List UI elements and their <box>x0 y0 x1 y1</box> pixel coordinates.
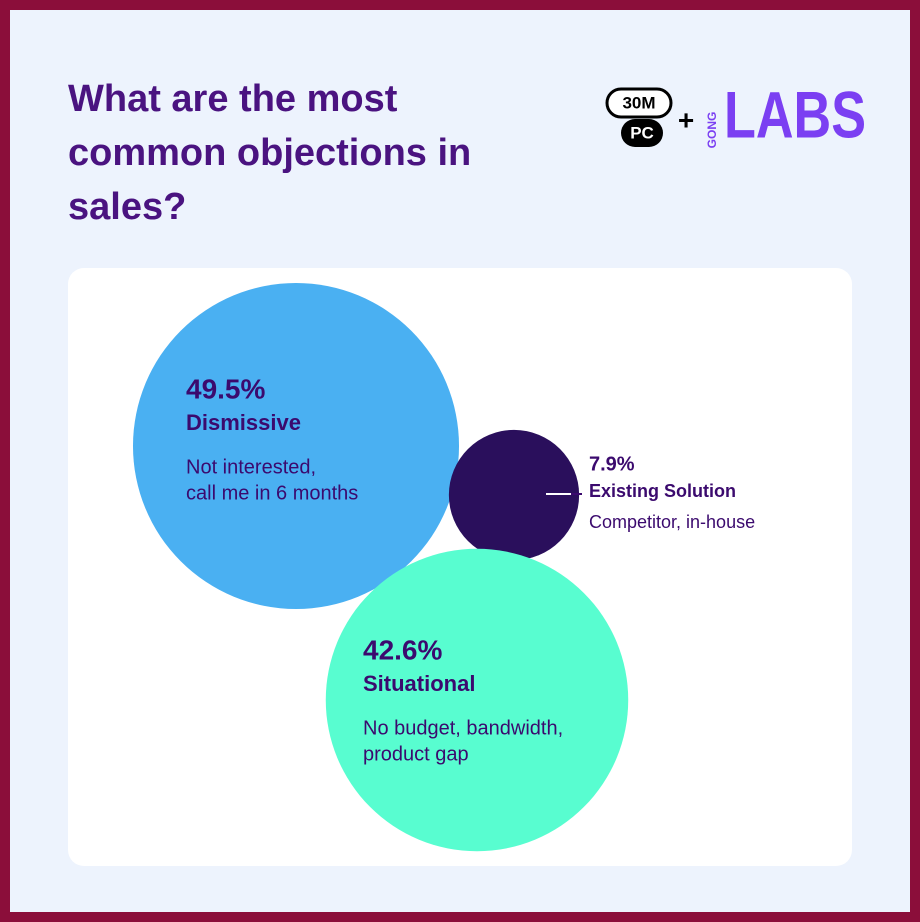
logo-text: LABS <box>724 77 866 151</box>
bubble <box>132 282 460 610</box>
category-label: Dismissive <box>186 410 301 435</box>
value-label: 42.6% <box>363 634 442 665</box>
logo-badge <box>605 87 673 119</box>
description: Not interested, <box>186 456 316 478</box>
bubble <box>325 548 629 852</box>
description: product gap <box>363 743 469 765</box>
description: No budget, bandwidth, <box>363 717 563 739</box>
logo-text: 30M <box>622 93 655 112</box>
category-label: Situational <box>363 671 475 696</box>
value-label: 49.5% <box>186 373 265 404</box>
value-label: 7.9% <box>589 453 635 475</box>
bubble <box>448 429 580 561</box>
description: call me in 6 months <box>186 482 358 504</box>
description: Competitor, in-house <box>589 512 755 532</box>
category-label: Existing Solution <box>589 481 736 501</box>
chart-title: What are the most common objections in s… <box>68 78 472 228</box>
logo-text: PC <box>630 123 654 142</box>
logo-badge <box>621 119 663 147</box>
logo-text: + <box>678 104 694 135</box>
logo-text: GONG <box>705 112 719 149</box>
